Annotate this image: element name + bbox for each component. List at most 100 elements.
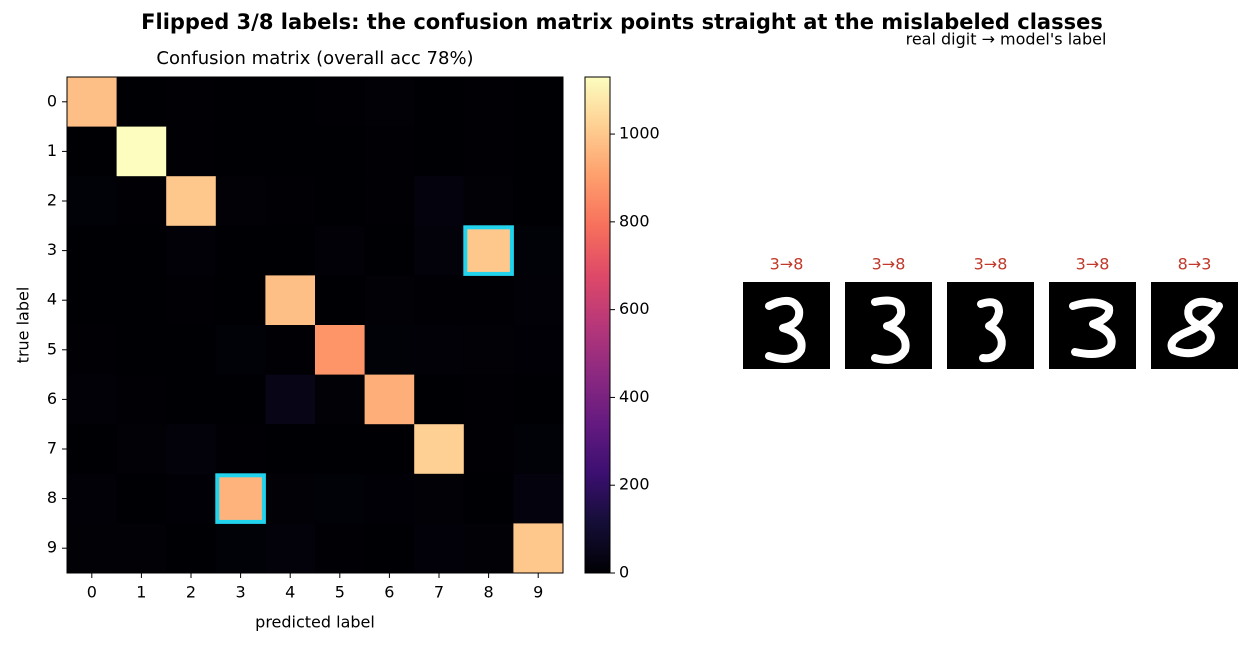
heatmap-cell [166, 275, 217, 326]
heatmap-cell [364, 374, 415, 425]
chart-subtitle: Confusion matrix (overall acc 78%) [156, 48, 473, 69]
heatmap-cell [315, 225, 366, 276]
heatmap-cell [463, 473, 514, 524]
heatmap-cell [414, 275, 465, 326]
y-tick-label: 9 [47, 538, 57, 557]
heatmap-cell [116, 523, 167, 574]
heatmap-cell [513, 77, 564, 128]
heatmap-cell [265, 325, 316, 376]
heatmap-cell [265, 275, 316, 326]
heatmap-cell [116, 176, 167, 227]
y-tick-label: 8 [47, 488, 57, 507]
heatmap-cell [116, 225, 167, 276]
highlight-box [463, 225, 514, 276]
heatmap-cell [215, 225, 266, 276]
colorbar-tick-label: 400 [619, 387, 650, 406]
heatmap-cell [215, 325, 266, 376]
y-tick-label: 3 [47, 240, 57, 259]
heatmap-cell [265, 176, 316, 227]
heatmap-cell [116, 126, 167, 177]
heatmap-cell [463, 374, 514, 425]
x-tick-label: 1 [136, 583, 146, 602]
heatmap-cell [215, 473, 266, 524]
heatmap-cell [414, 325, 465, 376]
colorbar-tick-label: 0 [619, 563, 629, 582]
thumbnail [743, 282, 830, 369]
heatmap-cell [166, 424, 217, 475]
thumbnail [1151, 282, 1238, 369]
x-tick-label: 7 [434, 583, 444, 602]
heatmap-cell [166, 374, 217, 425]
thumbnails [743, 282, 1238, 369]
heatmap-cell [67, 374, 118, 425]
heatmap-cell [215, 424, 266, 475]
heatmap-cell [315, 126, 366, 177]
heatmap-cell [67, 325, 118, 376]
heatmap-cell [315, 325, 366, 376]
x-tick-label: 5 [335, 583, 345, 602]
heatmap-cell [116, 374, 167, 425]
heatmap-cell [215, 275, 266, 326]
heatmap-cell [463, 325, 514, 376]
heatmap-cell [265, 523, 316, 574]
heatmap-cell [315, 374, 366, 425]
y-tick-label: 1 [47, 141, 57, 160]
heatmap-cell [414, 225, 465, 276]
heatmap-cell [166, 523, 217, 574]
heatmap-cell [513, 473, 564, 524]
heatmap-cell [116, 473, 167, 524]
heatmap-cell [463, 77, 514, 128]
example-label: 3→8 [974, 255, 1008, 274]
y-tick-label: 0 [47, 91, 57, 110]
y-axis-label: true label [14, 287, 33, 364]
heatmap-cell [513, 225, 564, 276]
heatmap-cell [67, 126, 118, 177]
heatmap-cell [67, 275, 118, 326]
heatmap-cell [414, 126, 465, 177]
heatmap-cell [364, 126, 415, 177]
heatmap-cell [215, 523, 266, 574]
x-tick-label: 3 [236, 583, 246, 602]
heatmap-cell [265, 374, 316, 425]
heatmap-cell [265, 77, 316, 128]
plot-frame [66, 76, 564, 574]
heatmap-cell [513, 374, 564, 425]
x-axis-label: predicted label [255, 613, 375, 632]
heatmap-cell [265, 126, 316, 177]
thumbnail [1049, 282, 1136, 369]
heatmap-cell [364, 275, 415, 326]
heatmap-cell [364, 225, 415, 276]
heatmap-cell [67, 225, 118, 276]
heatmap-cell [166, 77, 217, 128]
heatmap-cell [414, 473, 465, 524]
heatmap-cell [364, 77, 415, 128]
x-tick-label: 6 [384, 583, 394, 602]
example-label: 3→8 [1076, 255, 1110, 274]
examples-caption: real digit → model's label [906, 30, 1107, 49]
heatmap-cell [364, 523, 415, 574]
example-label: 3→8 [770, 255, 804, 274]
heatmap-cell [315, 77, 366, 128]
heatmap-cell [166, 225, 217, 276]
heatmap-cell [414, 77, 465, 128]
y-tick-label: 5 [47, 339, 57, 358]
chart-title: Flipped 3/8 labels: the confusion matrix… [141, 10, 1103, 34]
heatmap-cell [414, 374, 465, 425]
colorbar [584, 76, 611, 574]
heatmap-cell [513, 275, 564, 326]
heatmap-cell [463, 523, 514, 574]
highlight-box [215, 473, 266, 524]
heatmap-cell [364, 473, 415, 524]
heatmap-cell [67, 424, 118, 475]
heatmap-cell [315, 523, 366, 574]
heatmap-cell [215, 77, 266, 128]
heatmap-cell [513, 176, 564, 227]
y-tick-label: 6 [47, 389, 57, 408]
heatmap-cell [166, 176, 217, 227]
heatmap-cell [265, 424, 316, 475]
heatmap-cell [166, 473, 217, 524]
heatmap-cell [315, 275, 366, 326]
heatmap-cell [364, 424, 415, 475]
y-tick-label: 4 [47, 290, 57, 309]
heatmap-cell [215, 176, 266, 227]
